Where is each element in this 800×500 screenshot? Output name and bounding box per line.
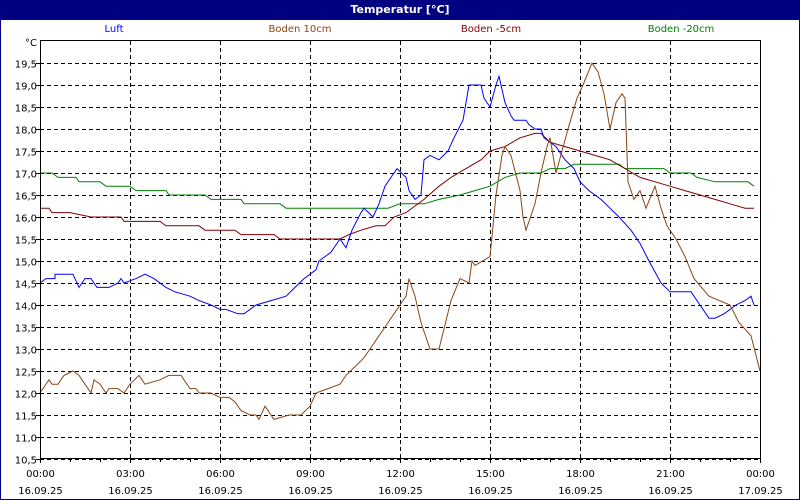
y-axis: 10,5 11,0 11,5 12,0 12,5 13,0 13,5 14,0 14,5 15,0… bbox=[15, 60, 40, 467]
grid-lines bbox=[40, 41, 760, 460]
x-tick-time: 12:00 bbox=[386, 469, 415, 480]
x-tick-time: 00:00 bbox=[26, 469, 55, 480]
y-tick-label: 18,0 bbox=[15, 126, 37, 137]
y-tick-label: 11,5 bbox=[15, 412, 37, 423]
legend-item-boden-20cm: Boden -20cm bbox=[647, 24, 715, 35]
series-lines bbox=[39, 61, 761, 421]
x-tick-date: 16.09.25 bbox=[18, 486, 63, 497]
series-boden-10cm bbox=[39, 61, 761, 421]
x-tick-time: 06:00 bbox=[206, 469, 235, 480]
legend-item-luft: Luft bbox=[104, 24, 124, 35]
y-tick-label: 18,5 bbox=[15, 104, 37, 115]
x-tick-time: 15:00 bbox=[476, 469, 505, 480]
y-tick-label: 17,5 bbox=[15, 148, 37, 159]
y-tick-label: 16,0 bbox=[15, 214, 37, 225]
legend-item-boden-5cm: Boden -5cm bbox=[460, 24, 522, 35]
x-tick-time: 09:00 bbox=[296, 469, 325, 480]
y-tick-label: 13,5 bbox=[15, 324, 37, 335]
series-luft bbox=[39, 74, 755, 319]
y-tick-label: 10,5 bbox=[15, 456, 37, 467]
y-tick-label: 14,0 bbox=[15, 302, 37, 313]
x-tick-time: 03:00 bbox=[116, 469, 145, 480]
y-tick-label: 14,5 bbox=[15, 280, 37, 291]
y-tick-label: 19,5 bbox=[15, 60, 37, 71]
x-tick-time: 18:00 bbox=[566, 469, 595, 480]
series-boden-20cm bbox=[40, 163, 755, 209]
x-tick-date: 16.09.25 bbox=[648, 486, 693, 497]
x-tick-date: 16.09.25 bbox=[198, 486, 243, 497]
y-tick-label: 19,0 bbox=[15, 82, 37, 93]
y-tick-label: 17,0 bbox=[15, 170, 37, 181]
x-tick-date: 16.09.25 bbox=[288, 486, 333, 497]
y-tick-label: 11,0 bbox=[15, 434, 37, 445]
x-tick-date: 16.09.25 bbox=[108, 486, 153, 497]
chart-title: Temperatur [°C] bbox=[0, 0, 800, 20]
x-tick-time: 00:00 bbox=[746, 469, 775, 480]
y-tick-label: 15,0 bbox=[15, 258, 37, 269]
y-tick-label: 15,5 bbox=[15, 236, 37, 247]
plot-frame bbox=[40, 40, 761, 459]
y-tick-label: 12,0 bbox=[15, 390, 37, 401]
y-tick-label: 12,5 bbox=[15, 368, 37, 379]
x-tick-date: 17.09.25 bbox=[738, 486, 783, 497]
y-tick-label: 16,5 bbox=[15, 192, 37, 203]
series-boden-5cm bbox=[40, 132, 754, 240]
x-tick-date: 16.09.25 bbox=[468, 486, 513, 497]
y-axis-unit-label: °C bbox=[25, 38, 37, 49]
y-tick-label: 13,0 bbox=[15, 346, 37, 357]
x-tick-date: 16.09.25 bbox=[378, 486, 423, 497]
x-tick-time: 21:00 bbox=[656, 469, 685, 480]
legend-item-boden-10cm: Boden 10cm bbox=[268, 24, 332, 35]
x-axis: 00:00 16.09.25 03:00 16.09.25 06:00 16.09.25 0… bbox=[18, 459, 783, 497]
x-tick-date: 16.09.25 bbox=[558, 486, 603, 497]
